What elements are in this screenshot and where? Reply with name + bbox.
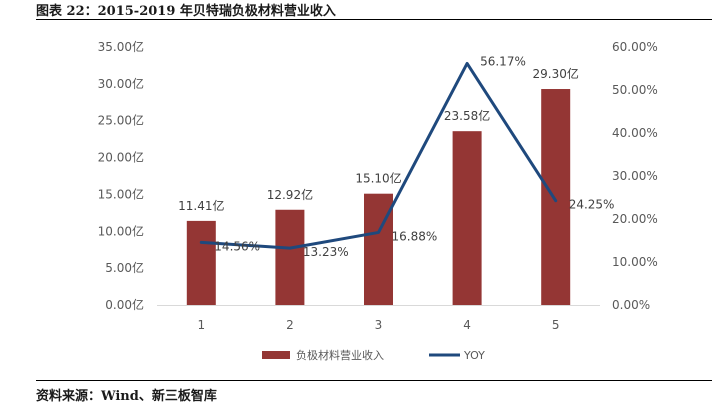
left-axis: 0.00亿 5.00亿 10.00亿 15.00亿 20.00亿 25.00亿 30.00亿… <box>98 39 144 312</box>
x-tick-label: 2 <box>286 318 294 332</box>
left-tick-label: 25.00亿 <box>98 113 144 128</box>
bar <box>275 209 305 305</box>
bar-series <box>186 89 571 305</box>
right-axis: 0.00% 10.00% 20.00% 30.00% 40.00% 50.00% 60.00… <box>612 40 658 312</box>
figure-title: 图表 22：2015-2019 年贝特瑞负极材料营业收入 <box>36 4 336 19</box>
line-data-label: 14.56% <box>214 239 260 253</box>
line-data-label: 16.88% <box>392 229 438 243</box>
bar-data-label: 29.30亿 <box>533 66 579 81</box>
right-tick-label: 10.00% <box>612 255 658 269</box>
right-tick-label: 50.00% <box>612 83 658 97</box>
bar <box>541 89 571 305</box>
line-data-label: 13.23% <box>303 245 349 259</box>
right-tick-label: 60.00% <box>612 40 658 54</box>
source-note: 资料来源：Wind、新三板智库 <box>36 389 217 404</box>
x-tick-label: 4 <box>463 318 471 332</box>
left-tick-label: 20.00亿 <box>98 150 144 165</box>
top-rule <box>36 19 712 20</box>
bar-data-labels: 11.41亿 12.92亿 15.10亿 23.58亿 29.30亿 <box>178 66 579 213</box>
bottom-rule <box>36 380 712 381</box>
left-tick-label: 10.00亿 <box>98 223 144 238</box>
bar <box>452 131 482 305</box>
x-tick-label: 1 <box>197 318 205 332</box>
bar <box>186 220 216 305</box>
left-tick-label: 0.00亿 <box>105 297 144 312</box>
left-tick-label: 30.00亿 <box>98 76 144 91</box>
left-tick-label: 5.00亿 <box>105 260 144 275</box>
left-tick-label: 15.00亿 <box>98 186 144 201</box>
line-data-labels: 14.56% 13.23% 16.88% 56.17% 24.25% <box>214 54 614 259</box>
legend-line-label: YOY <box>463 349 485 362</box>
bar-data-label: 12.92亿 <box>267 187 313 202</box>
line-data-label: 56.17% <box>480 54 526 68</box>
bar-data-label: 15.10亿 <box>355 171 401 186</box>
bar-data-label: 11.41亿 <box>178 198 224 213</box>
right-tick-label: 20.00% <box>612 212 658 226</box>
right-tick-label: 40.00% <box>612 126 658 140</box>
line-data-label: 24.25% <box>569 198 615 212</box>
x-tick-label: 3 <box>375 318 383 332</box>
bar-data-label: 23.58亿 <box>444 108 490 123</box>
left-tick-label: 35.00亿 <box>98 39 144 54</box>
line-series <box>199 61 558 250</box>
legend-bar-swatch <box>262 351 290 359</box>
yoy-line <box>199 61 558 250</box>
x-axis: 1 2 3 4 5 <box>157 305 600 332</box>
right-tick-label: 30.00% <box>612 169 658 183</box>
legend-bar-label: 负极材料营业收入 <box>296 348 384 362</box>
right-tick-label: 0.00% <box>612 298 650 312</box>
x-tick-label: 5 <box>552 318 560 332</box>
legend: 负极材料营业收入 YOY <box>262 348 485 362</box>
